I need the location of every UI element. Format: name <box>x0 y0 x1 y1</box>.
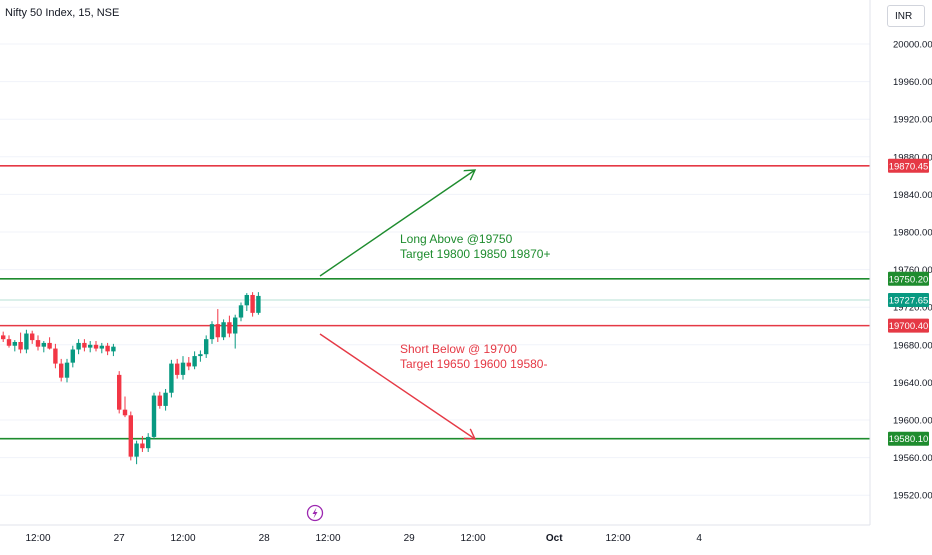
price-level-label: 19750.20 <box>889 274 929 285</box>
price-tick-label: 19960.00 <box>893 77 932 88</box>
candle-body <box>146 436 151 449</box>
candle-body <box>64 362 70 378</box>
candle-body <box>204 339 209 355</box>
candle-body <box>250 294 255 313</box>
price-level-badge <box>888 318 929 333</box>
candle-body <box>209 324 215 340</box>
price-tick-label: 19560.00 <box>893 453 932 464</box>
candle-body <box>163 392 168 406</box>
candle-body <box>18 341 23 350</box>
candle-body <box>88 344 93 348</box>
candle-body <box>24 333 29 350</box>
long-annotation: Target 19800 19850 19870+ <box>400 247 550 261</box>
candle-body <box>76 342 81 350</box>
price-tick-label: 19520.00 <box>893 491 932 502</box>
candle-body <box>111 346 116 352</box>
time-tick-label: 29 <box>404 533 416 544</box>
candle-body <box>198 354 203 357</box>
candle-body <box>238 305 244 318</box>
long-arrow <box>319 170 475 277</box>
currency-selector[interactable]: INR <box>887 5 925 27</box>
price-level-label: 19580.10 <box>889 434 929 445</box>
candle-body <box>6 339 12 346</box>
candle-body <box>233 317 238 334</box>
price-tick-label: 20000.00 <box>893 40 932 51</box>
candle-body <box>82 342 87 348</box>
price-tick-label: 19760.00 <box>893 265 932 276</box>
price-tick-label: 19880.00 <box>893 152 932 163</box>
candle-body <box>105 345 110 352</box>
price-tick-label: 19720.00 <box>893 303 932 314</box>
price-tick-label: 19640.00 <box>893 378 932 389</box>
price-level-badge <box>888 431 929 446</box>
time-tick-label: 27 <box>114 533 126 544</box>
candle-body <box>215 324 220 338</box>
candle-body <box>244 294 249 306</box>
price-level-badge <box>888 158 929 173</box>
candle-body <box>256 295 261 313</box>
time-tick-label: 12:00 <box>170 533 195 544</box>
long-annotation: Long Above @19750 <box>400 232 513 246</box>
price-level-label: 19870.45 <box>889 161 929 172</box>
price-level-label: 19727.65 <box>889 296 929 307</box>
short-annotation: Target 19650 19600 19580- <box>400 357 547 371</box>
candle-body <box>1 335 6 340</box>
price-tick-label: 19800.00 <box>893 228 932 239</box>
candle-body <box>122 409 128 416</box>
candle-body <box>93 344 99 349</box>
time-tick-label: 12:00 <box>460 533 485 544</box>
candle-body <box>227 322 232 334</box>
candle-body <box>53 348 58 364</box>
price-tick-label: 19680.00 <box>893 340 932 351</box>
price-tick-label: 19600.00 <box>893 416 932 427</box>
candle-body <box>157 395 162 406</box>
candle-body <box>151 395 157 437</box>
price-tick-label: 19920.00 <box>893 115 932 126</box>
short-arrow <box>319 333 475 439</box>
candle-body <box>47 342 52 349</box>
lightning-icon[interactable] <box>306 504 324 522</box>
candle-body <box>35 340 41 347</box>
price-tick-label: 19840.00 <box>893 190 932 201</box>
candle-body <box>12 341 17 346</box>
candle-body <box>30 333 35 341</box>
candle-body <box>175 363 180 375</box>
candle-body <box>128 415 133 457</box>
candle-body <box>192 356 197 367</box>
candle-body <box>70 349 75 363</box>
price-level-badge <box>888 293 929 308</box>
candle-body <box>140 443 145 449</box>
time-tick-label: 28 <box>259 533 271 544</box>
candle-body <box>221 322 226 338</box>
short-annotation: Short Below @ 19700 <box>400 342 517 356</box>
price-level-badge <box>888 271 929 286</box>
time-tick-label: Oct <box>546 533 563 544</box>
time-tick-label: 12:00 <box>25 533 50 544</box>
candle-body <box>134 443 139 457</box>
candle-body <box>41 342 46 347</box>
time-tick-label: 12:00 <box>605 533 630 544</box>
candle-body <box>59 363 64 378</box>
candle-body <box>186 362 191 367</box>
candle-body <box>169 363 174 393</box>
symbol-title: Nifty 50 Index, 15, NSE <box>5 7 120 19</box>
candle-body <box>180 362 186 375</box>
price-level-label: 19700.40 <box>889 321 929 332</box>
time-tick-label: 4 <box>696 533 702 544</box>
candle-body <box>99 345 104 349</box>
time-tick-label: 12:00 <box>315 533 340 544</box>
candle-body <box>117 374 122 410</box>
